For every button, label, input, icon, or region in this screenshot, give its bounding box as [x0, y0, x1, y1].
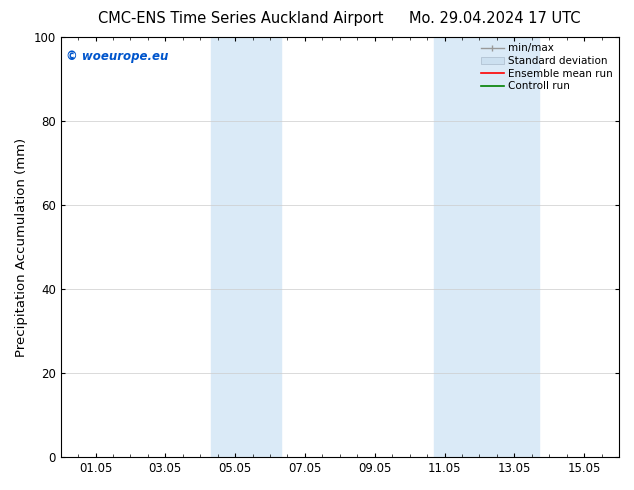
Y-axis label: Precipitation Accumulation (mm): Precipitation Accumulation (mm) [15, 138, 28, 357]
Text: © woeurope.eu: © woeurope.eu [66, 50, 169, 63]
Bar [434, 37, 539, 457]
Bar [210, 37, 280, 457]
Text: CMC-ENS Time Series Auckland Airport: CMC-ENS Time Series Auckland Airport [98, 11, 384, 26]
Text: Mo. 29.04.2024 17 UTC: Mo. 29.04.2024 17 UTC [409, 11, 580, 26]
Legend: min/max, Standard deviation, Ensemble mean run, Controll run: min/max, Standard deviation, Ensemble me… [478, 40, 616, 95]
